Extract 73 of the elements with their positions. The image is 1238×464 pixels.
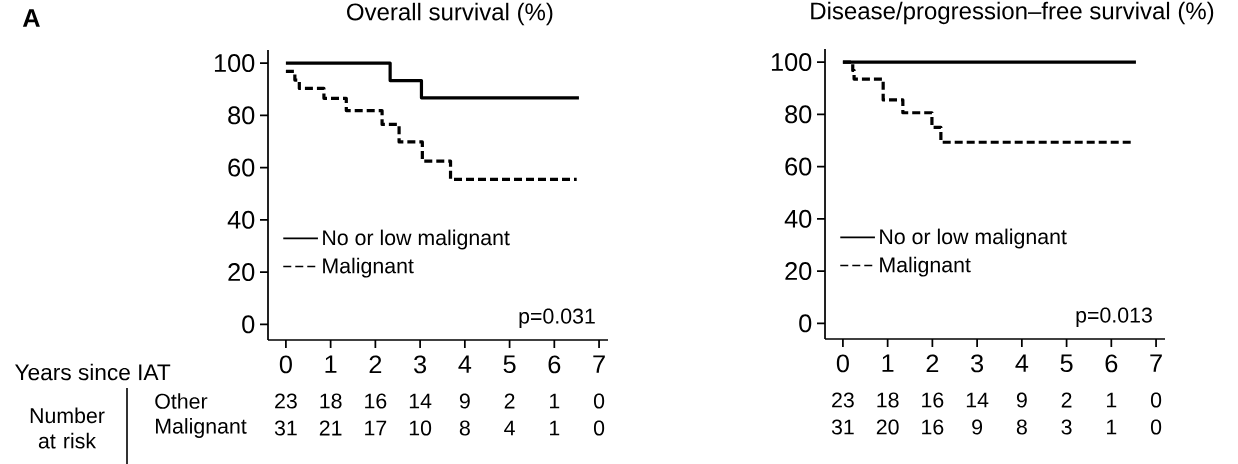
text: 10 [409,420,432,436]
text: 1 [550,393,560,409]
y-tick-label: 40 [784,209,812,228]
y-tick-label: 100 [214,54,255,73]
text: 20 [876,419,899,435]
text: Malignant [156,418,247,438]
x-tick-label: 1 [882,354,894,372]
y-tick-label: 20 [228,263,255,282]
x-tick-label: 2 [926,354,939,373]
x-tick-label: 5 [1060,354,1073,373]
x-tick-label: 4 [1015,354,1029,372]
text: 4 [504,420,515,436]
text: 9 [459,393,470,409]
legend-label: Malignant [880,256,971,277]
y-tick-label: 0 [242,315,255,334]
x-tick-label: 1 [325,355,337,373]
text: 14 [409,393,432,409]
x-tick-label: 2 [369,355,382,374]
text: 3 [1061,419,1072,435]
text: Number at risk [30,407,105,449]
y-tick-label: 60 [785,157,812,176]
text: 8 [459,420,470,436]
legend-label: Malignant [323,257,414,278]
text: 16 [365,393,387,409]
text: 1 [1107,392,1117,408]
legend-label: No or low malignant [323,229,510,250]
annotation: p=0.013 [1076,307,1152,327]
x-tick-label: 3 [414,355,427,374]
x-tick-label: 5 [503,355,516,374]
text: 16 [922,392,944,408]
y-tick-label: 100 [771,53,812,72]
text: 16 [922,419,944,435]
y-tick-label: 0 [799,314,812,333]
text: 9 [1016,392,1027,408]
x-tick-label: 0 [279,355,292,374]
y-tick-label: 40 [227,210,255,229]
text: 0 [1150,392,1162,408]
text: 0 [593,420,605,436]
x-tick-label: 7 [1150,354,1162,372]
x-tick-label: 0 [836,354,849,373]
text: 1 [1107,419,1117,435]
text: 31 [831,419,854,435]
text: 0 [593,393,605,409]
y-tick-label: 20 [785,262,812,281]
text: Other [155,393,208,409]
text: 18 [320,393,342,409]
text: 17 [365,420,387,436]
x-tick-label: 6 [1105,354,1118,373]
y-tick-label: 60 [228,158,255,177]
text: A [22,9,40,27]
text: 0 [1150,419,1162,435]
y-tick-label: 80 [228,106,255,125]
text: 31 [274,420,297,436]
text: 2 [1061,392,1072,408]
chart-title: Overall survival (%) [347,2,553,26]
text: 14 [966,392,989,408]
x-tick-label: 7 [593,355,605,373]
text: 1 [550,420,560,436]
text: 9 [972,419,983,435]
annotation: p=0.031 [519,308,595,328]
text: 2 [504,393,515,409]
chart-title: Disease/progression–free survival (%) [811,1,1214,25]
legend-label: No or low malignant [880,228,1067,249]
text: 23 [275,393,297,409]
text: 21 [319,420,342,436]
x-tick-label: 6 [548,355,561,374]
text: 23 [832,392,854,408]
x-tick-label: 3 [971,354,984,373]
text: 8 [1016,419,1027,435]
x-axis-title: Years since IAT [15,363,171,381]
y-tick-label: 80 [785,105,812,124]
x-tick-label: 4 [458,355,472,373]
text: 18 [877,392,899,408]
